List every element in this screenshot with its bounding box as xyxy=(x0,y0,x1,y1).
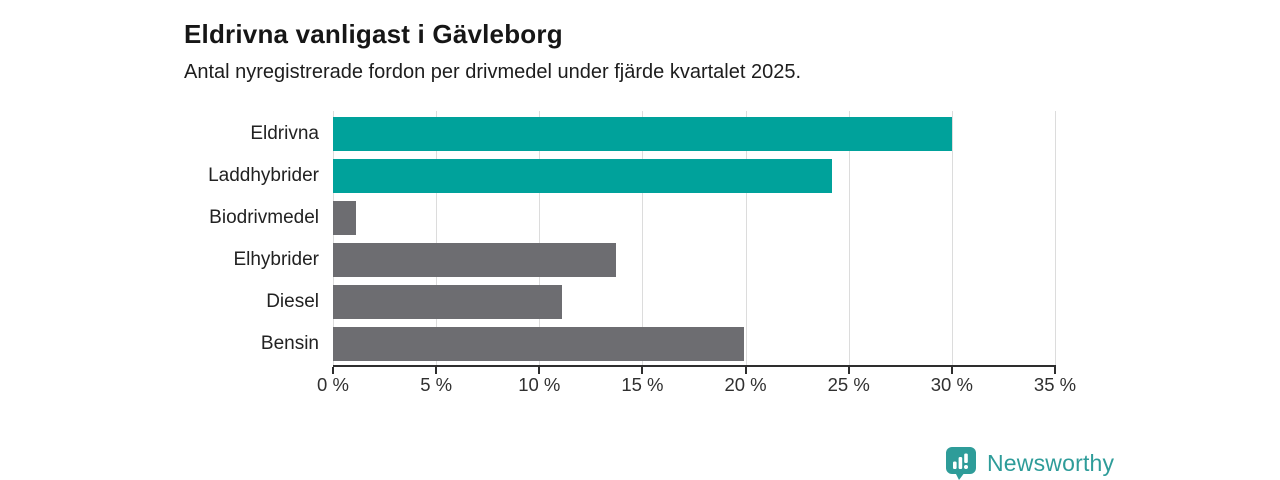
gridline xyxy=(1055,111,1056,366)
category-label-biodrivmedel: Biodrivmedel xyxy=(209,207,319,228)
chart-title: Eldrivna vanligast i Gävleborg xyxy=(184,19,563,50)
bar-elhybrider xyxy=(333,243,616,277)
gridline xyxy=(539,111,541,366)
x-tick-label: 35 % xyxy=(1033,374,1077,395)
bar-biodrivmedel xyxy=(333,201,356,235)
bar-bensin xyxy=(333,327,744,361)
gridline xyxy=(745,111,747,366)
x-tick-label: 0 % xyxy=(317,374,349,395)
category-label-diesel: Diesel xyxy=(266,291,319,312)
bar-diesel xyxy=(333,285,562,319)
x-tick-mark xyxy=(1054,367,1056,374)
chart-subtitle: Antal nyregistrerade fordon per drivmede… xyxy=(184,61,802,83)
bar-laddhybrider xyxy=(333,159,833,193)
x-tick-mark xyxy=(950,367,953,374)
x-tick-mark xyxy=(847,367,850,374)
plot-area xyxy=(333,111,1056,366)
brand-footer: Newsworthy xyxy=(945,446,1114,480)
x-tick-label: 15 % xyxy=(621,374,664,395)
x-axis-line xyxy=(333,365,1056,367)
x-tick-mark xyxy=(744,367,747,374)
bar-eldrivna xyxy=(333,117,952,151)
x-tick-label: 10 % xyxy=(518,374,561,395)
brand-name: Newsworthy xyxy=(987,449,1115,476)
gridline xyxy=(333,111,334,366)
gridline xyxy=(848,111,850,366)
x-tick-label: 25 % xyxy=(827,374,870,395)
category-label-eldrivna: Eldrivna xyxy=(250,123,319,144)
x-tick-mark xyxy=(641,367,644,374)
x-tick-mark xyxy=(332,367,334,374)
category-label-laddhybrider: Laddhybrider xyxy=(208,165,319,186)
gridline xyxy=(436,111,438,366)
x-tick-mark xyxy=(435,367,438,374)
gridline xyxy=(642,111,644,366)
gridline xyxy=(951,111,953,366)
x-tick-label: 30 % xyxy=(930,374,973,395)
x-tick-label: 5 % xyxy=(420,374,453,395)
x-tick-mark xyxy=(538,367,541,374)
category-label-elhybrider: Elhybrider xyxy=(233,249,319,270)
x-tick-label: 20 % xyxy=(724,374,767,395)
category-label-bensin: Bensin xyxy=(260,333,319,354)
newsworthy-logo-icon xyxy=(946,447,976,480)
